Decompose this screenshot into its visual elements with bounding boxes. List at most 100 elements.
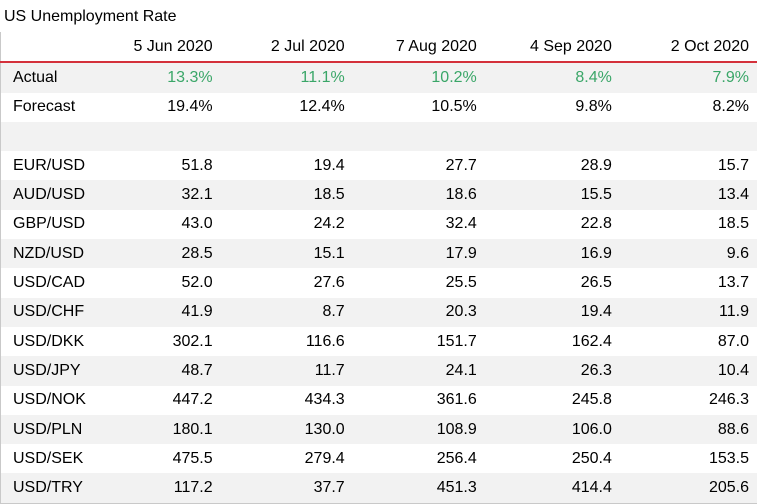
table-cell: 8.4%	[484, 62, 620, 93]
column-header: 4 Sep 2020	[484, 32, 620, 64]
table-cell: 475.5	[172, 449, 213, 467]
table-row: Actual 13.3% 11.1% 10.2% 8.4% 7.9%	[0, 62, 757, 93]
table-cell: 32.4	[445, 215, 477, 233]
table-title: US Unemployment Rate	[4, 8, 177, 25]
row-label: USD/NOK	[13, 391, 86, 409]
column-header: 2 Oct 2020	[619, 32, 757, 64]
table-cell: 12.4%	[299, 98, 345, 116]
table-row: NZD/USD 28.5 15.1 17.9 16.9 9.6	[0, 239, 757, 269]
table-cell: 27.6	[313, 274, 345, 292]
table-row: USD/PLN 180.1 130.0 108.9 106.0 88.6	[0, 414, 757, 445]
table-cell: 18.5	[717, 215, 749, 233]
table-cell: 10.2%	[352, 62, 485, 93]
row-label: Forecast	[13, 98, 76, 116]
row-label: USD/SEK	[13, 449, 84, 467]
table-cell: 43.0	[181, 215, 213, 233]
row-label: NZD/USD	[0, 239, 89, 269]
table-cell: 26.3	[484, 356, 620, 386]
table-cell: 414.4	[484, 473, 620, 504]
table-row: USD/NOK 447.2 434.3 361.6 245.8 246.3	[1, 386, 758, 415]
table-cell: 153.5	[708, 449, 749, 467]
table-row: USD/CHF 41.9 8.7 20.3 19.4 11.9	[0, 297, 757, 327]
table-cell: 8.2%	[712, 98, 749, 116]
table-cell	[88, 121, 221, 152]
table-cell: 19.4%	[167, 98, 213, 116]
table-cell: 28.9	[580, 156, 612, 174]
table-row: USD/SEK 475.5 279.4 256.4 250.4 153.5	[1, 444, 758, 473]
table-cell	[352, 121, 485, 152]
table-cell: 451.3	[352, 473, 485, 504]
table-cell: 10.5%	[431, 98, 477, 116]
table-cell: 130.0	[220, 414, 353, 445]
table-cell: 18.6	[352, 180, 485, 210]
table-cell: 19.4	[313, 156, 345, 174]
table-cell: 17.9	[352, 239, 485, 269]
table-row: USD/DKK 302.1 116.6 151.7 162.4 87.0	[1, 327, 758, 356]
header-corner	[0, 32, 89, 64]
table-cell: 302.1	[172, 332, 213, 350]
table-cell: 250.4	[571, 449, 612, 467]
row-label: USD/CHF	[0, 297, 89, 327]
table-cell: 434.3	[304, 391, 345, 409]
table-cell: 16.9	[484, 239, 620, 269]
table-row: USD/CAD 52.0 27.6 25.5 26.5 13.7	[1, 268, 758, 297]
table-cell: 18.5	[220, 180, 353, 210]
table-cell: 117.2	[88, 473, 221, 504]
table-cell: 24.1	[352, 356, 485, 386]
table-cell: 11.9	[619, 297, 757, 327]
table-cell: 245.8	[571, 391, 612, 409]
table-row: USD/TRY 117.2 37.7 451.3 414.4 205.6	[0, 473, 757, 504]
table-cell: 51.8	[181, 156, 213, 174]
table-cell: 88.6	[619, 414, 757, 445]
row-label: USD/CAD	[13, 274, 86, 292]
row-label: GBP/USD	[13, 215, 86, 233]
table-cell: 13.7	[717, 274, 749, 292]
table-cell: 361.6	[436, 391, 477, 409]
table-cell: 9.6	[619, 239, 757, 269]
table-cell: 151.7	[436, 332, 477, 350]
table-cell: 180.1	[88, 414, 221, 445]
table-cell: 19.4	[484, 297, 620, 327]
table-cell: 10.4	[619, 356, 757, 386]
table-cell: 28.5	[88, 239, 221, 269]
table-cell: 48.7	[88, 356, 221, 386]
table-cell: 205.6	[619, 473, 757, 504]
header-row: 5 Jun 2020 2 Jul 2020 7 Aug 2020 4 Sep 2…	[0, 32, 757, 64]
table-cell: 108.9	[352, 414, 485, 445]
column-header: 5 Jun 2020	[88, 32, 221, 64]
table-cell: 22.8	[580, 215, 612, 233]
table-cell	[619, 121, 757, 152]
table-cell: 15.5	[484, 180, 620, 210]
table-row: USD/JPY 48.7 11.7 24.1 26.3 10.4	[0, 356, 757, 386]
table-row: EUR/USD 51.8 19.4 27.7 28.9 15.7	[1, 151, 758, 180]
table-cell: 25.5	[445, 274, 477, 292]
table-cell: 87.0	[717, 332, 749, 350]
table-cell: 246.3	[708, 391, 749, 409]
row-label: USD/PLN	[0, 414, 89, 445]
table-cell: 162.4	[571, 332, 612, 350]
table-cell: 13.3%	[88, 62, 221, 93]
table-cell: 447.2	[172, 391, 213, 409]
table-cell: 24.2	[313, 215, 345, 233]
row-label: USD/JPY	[0, 356, 89, 386]
table-cell: 116.6	[305, 332, 345, 350]
table-body: Actual 13.3% 11.1% 10.2% 8.4% 7.9% Forecast 19.…	[0, 62, 758, 504]
table-cell: 27.7	[445, 156, 477, 174]
table-cell: 26.5	[580, 274, 612, 292]
row-label: USD/DKK	[13, 332, 85, 350]
row-label: AUD/USD	[0, 180, 89, 210]
table-cell: 37.7	[220, 473, 353, 504]
table-row: AUD/USD 32.1 18.5 18.6 15.5 13.4	[0, 180, 757, 210]
spacer-row	[0, 121, 757, 152]
table-cell: 32.1	[88, 180, 221, 210]
table-row: GBP/USD 43.0 24.2 32.4 22.8 18.5	[1, 210, 758, 239]
table-cell: 41.9	[88, 297, 221, 327]
column-header: 2 Jul 2020	[220, 32, 353, 64]
table-cell	[220, 121, 353, 152]
table-cell: 11.1%	[220, 62, 353, 93]
table-cell: 9.8%	[575, 98, 612, 116]
table-cell	[484, 121, 620, 152]
table-cell: 279.4	[304, 449, 345, 467]
table-cell: 8.7	[220, 297, 353, 327]
table-cell: 52.0	[181, 274, 213, 292]
